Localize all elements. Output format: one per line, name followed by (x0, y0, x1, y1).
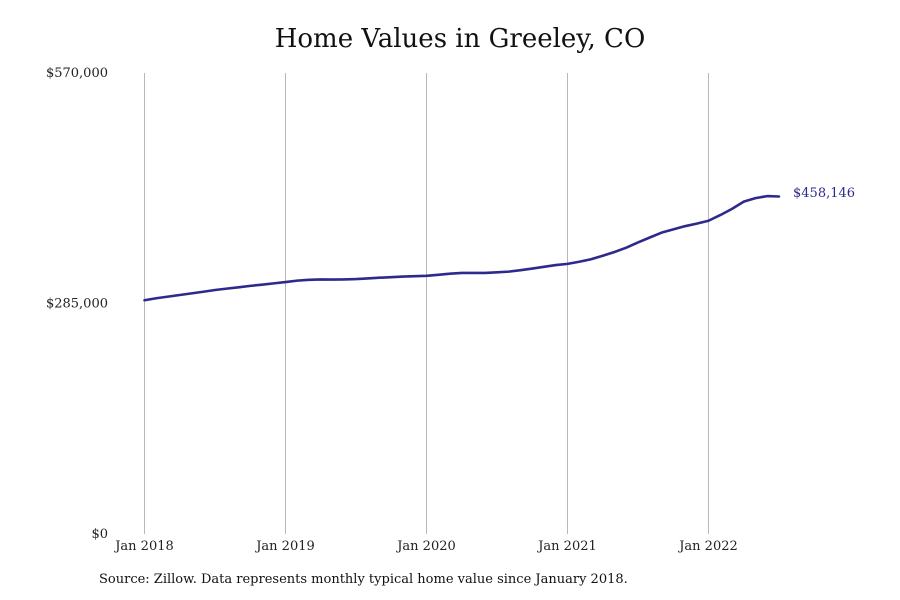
gridlines (144, 73, 709, 534)
x-tick-label: Jan 2021 (536, 539, 597, 554)
x-axis-ticks: Jan 2018 Jan 2019 Jan 2020 Jan 2021 Jan 2022 (113, 539, 738, 554)
x-tick-label: Jan 2022 (677, 539, 738, 554)
end-value-label: $458,146 (793, 186, 855, 201)
y-tick-label: $570,000 (46, 66, 108, 81)
source-note: Source: Zillow. Data represents monthly … (99, 572, 628, 587)
chart-title: Home Values in Greeley, CO (274, 24, 646, 54)
x-tick-label: Jan 2019 (254, 539, 315, 554)
y-tick-label: $285,000 (46, 297, 108, 312)
x-tick-label: Jan 2018 (113, 539, 174, 554)
series-line (143, 194, 781, 302)
series-layer: $458,146 (143, 186, 855, 302)
y-tick-label: $0 (91, 527, 108, 542)
y-axis-ticks: $0 $285,000 $570,000 (46, 66, 108, 542)
x-tick-label: Jan 2020 (395, 539, 456, 554)
